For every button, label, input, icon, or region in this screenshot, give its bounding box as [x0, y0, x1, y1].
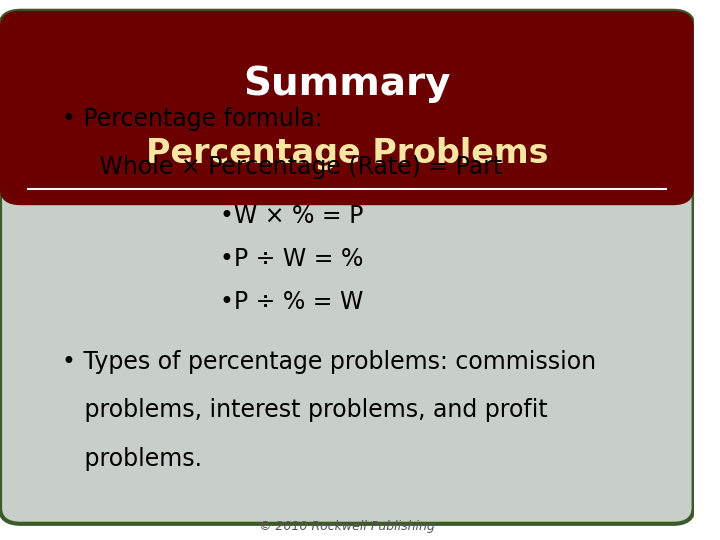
Text: • Percentage formula:: • Percentage formula: [63, 107, 323, 131]
Bar [21, 132, 673, 189]
Text: Percentage Problems: Percentage Problems [145, 137, 548, 170]
Text: Summary: Summary [243, 65, 451, 103]
Text: •W × % = P: •W × % = P [220, 204, 363, 228]
FancyBboxPatch shape [0, 11, 693, 524]
Text: •P ÷ W = %: •P ÷ W = % [220, 247, 363, 271]
FancyBboxPatch shape [0, 11, 693, 205]
Text: problems, interest problems, and profit: problems, interest problems, and profit [63, 399, 548, 422]
Text: © 2010 Rockwell Publishing: © 2010 Rockwell Publishing [259, 520, 435, 533]
Text: problems.: problems. [63, 447, 202, 471]
Text: • Types of percentage problems: commission: • Types of percentage problems: commissi… [63, 350, 597, 374]
Text: Whole × Percentage (Rate) = Part: Whole × Percentage (Rate) = Part [63, 156, 503, 179]
Text: •P ÷ % = W: •P ÷ % = W [220, 291, 363, 314]
